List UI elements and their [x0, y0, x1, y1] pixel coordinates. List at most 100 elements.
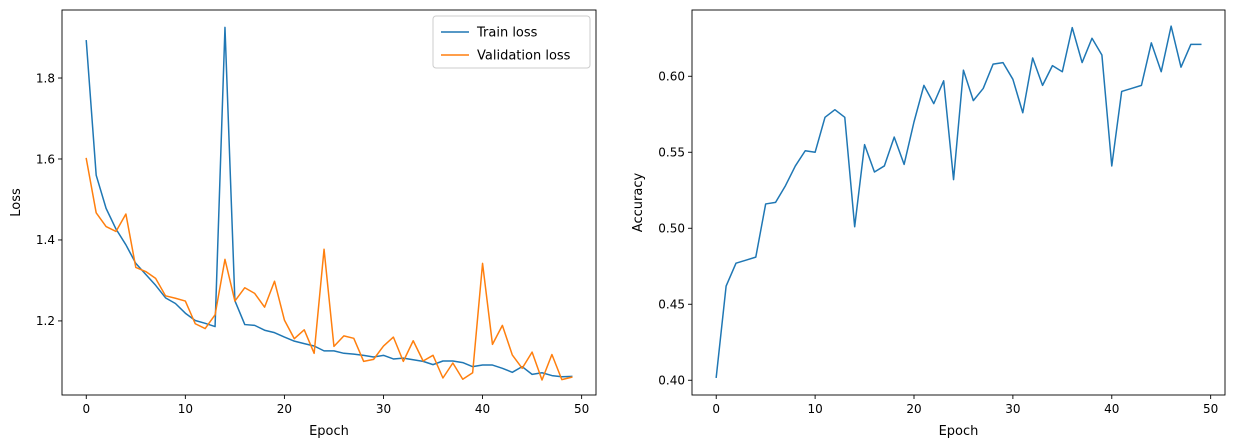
loss-data-point-1-18 — [263, 306, 265, 308]
loss-data-point-1-29 — [372, 358, 374, 360]
loss-data-point-1-21 — [293, 338, 295, 340]
accuracy-x-tick-label-0: 0 — [712, 402, 720, 416]
accuracy-data-point-0-30 — [1012, 78, 1014, 80]
accuracy-data-point-0-26 — [972, 99, 974, 101]
accuracy-chart: 0 10 20 30 40 50 0.40 0.45 0.50 0.55 0.60 Epoch Ac… — [631, 9, 1226, 439]
accuracy-data-point-0-22 — [933, 102, 935, 104]
accuracy-data-point-0-19 — [903, 163, 905, 165]
accuracy-data-point-0-14 — [853, 226, 855, 228]
loss-data-point-0-45 — [531, 373, 533, 375]
accuracy-data-point-0-10 — [814, 151, 816, 153]
loss-data-point-1-42 — [501, 324, 503, 326]
loss-data-point-0-42 — [501, 367, 503, 369]
loss-data-point-0-21 — [293, 340, 295, 342]
accuracy-y-tick-label-0: 0.40 — [658, 374, 685, 388]
loss-data-point-1-22 — [303, 329, 305, 331]
loss-axes-frame — [61, 9, 597, 396]
loss-data-point-1-20 — [283, 319, 285, 321]
accuracy-data-point-0-2 — [735, 262, 737, 264]
accuracy-data-point-0-5 — [764, 203, 766, 205]
legend-label-train-loss: Train loss — [476, 26, 538, 41]
accuracy-data-point-0-16 — [873, 171, 875, 173]
accuracy-series-line-0 — [715, 25, 1202, 379]
loss-data-point-1-16 — [244, 287, 246, 289]
loss-data-point-1-1 — [95, 212, 97, 214]
loss-data-point-1-38 — [462, 378, 464, 380]
loss-data-point-1-9 — [174, 297, 176, 299]
loss-data-point-0-17 — [254, 324, 256, 326]
accuracy-data-point-0-43 — [1140, 84, 1142, 86]
accuracy-data-point-0-9 — [804, 150, 806, 152]
accuracy-data-point-0-35 — [1061, 71, 1063, 73]
loss-data-point-1-19 — [273, 280, 275, 282]
loss-data-point-1-41 — [491, 343, 493, 345]
loss-data-point-0-0 — [85, 40, 87, 42]
accuracy-x-tick-label-3: 30 — [1005, 402, 1020, 416]
loss-data-point-1-10 — [184, 300, 186, 302]
accuracy-data-point-0-7 — [784, 185, 786, 187]
loss-plot-area: 0 10 20 30 40 50 1.2 1.4 1.6 1.8 — [36, 9, 597, 416]
loss-x-axis-label: Epoch — [309, 424, 349, 439]
accuracy-y-axis-label-group: Accuracy — [631, 173, 646, 233]
loss-data-point-1-39 — [471, 372, 473, 374]
loss-data-point-1-11 — [194, 323, 196, 325]
loss-data-point-1-17 — [254, 292, 256, 294]
loss-data-point-0-18 — [263, 329, 265, 331]
accuracy-data-point-0-15 — [863, 143, 865, 145]
accuracy-data-point-0-1 — [725, 285, 727, 287]
accuracy-data-point-0-40 — [1111, 165, 1113, 167]
accuracy-data-point-0-41 — [1120, 90, 1122, 92]
loss-data-point-1-43 — [511, 354, 513, 356]
accuracy-data-point-0-27 — [982, 87, 984, 89]
accuracy-data-point-0-17 — [883, 165, 885, 167]
loss-data-point-1-31 — [392, 336, 394, 338]
accuracy-x-axis-label: Epoch — [939, 424, 979, 439]
loss-data-point-1-13 — [214, 314, 216, 316]
accuracy-data-point-0-31 — [1022, 112, 1024, 114]
accuracy-plot-area: 0 10 20 30 40 50 0.40 0.45 0.50 0.55 0.60 — [658, 9, 1226, 416]
accuracy-y-axis-label: Accuracy — [631, 173, 646, 233]
loss-data-point-0-16 — [244, 323, 246, 325]
accuracy-data-point-0-20 — [913, 121, 915, 123]
loss-data-point-0-38 — [462, 361, 464, 363]
loss-data-point-1-6 — [145, 270, 147, 272]
loss-data-point-0-13 — [214, 325, 216, 327]
loss-series-line-0 — [85, 26, 573, 378]
accuracy-x-axis-label-group: Epoch — [939, 424, 979, 439]
loss-data-point-1-28 — [362, 360, 364, 362]
loss-data-point-1-0 — [85, 157, 87, 159]
loss-data-point-0-2 — [105, 207, 107, 209]
loss-data-point-1-32 — [402, 360, 404, 362]
accuracy-x-tick-label-2: 20 — [906, 402, 921, 416]
accuracy-data-point-0-42 — [1130, 87, 1132, 89]
loss-data-point-0-27 — [353, 353, 355, 355]
loss-data-point-0-22 — [303, 342, 305, 344]
loss-data-point-1-3 — [115, 230, 117, 232]
loss-x-tick-label-3: 30 — [376, 402, 391, 416]
loss-data-point-1-7 — [154, 277, 156, 279]
accuracy-data-point-0-44 — [1150, 42, 1152, 44]
accuracy-data-point-0-8 — [794, 165, 796, 167]
accuracy-data-point-0-0 — [715, 376, 717, 378]
loss-data-point-0-31 — [392, 358, 394, 360]
accuracy-data-point-0-37 — [1081, 61, 1083, 63]
loss-data-point-0-9 — [174, 302, 176, 304]
accuracy-data-point-0-18 — [893, 136, 895, 138]
accuracy-data-point-0-49 — [1200, 43, 1202, 45]
loss-x-tick-label-5: 50 — [574, 402, 589, 416]
accuracy-x-tick-label-5: 50 — [1203, 402, 1218, 416]
accuracy-data-point-0-12 — [834, 109, 836, 111]
loss-data-point-0-1 — [95, 174, 97, 176]
accuracy-data-point-0-38 — [1091, 37, 1093, 39]
loss-y-tick-label-1: 1.4 — [36, 233, 55, 247]
loss-data-point-0-4 — [125, 244, 127, 246]
loss-y-tick-label-2: 1.6 — [36, 152, 55, 166]
loss-data-point-1-8 — [164, 295, 166, 297]
loss-data-point-1-44 — [521, 367, 523, 369]
loss-data-point-0-14 — [224, 26, 226, 28]
loss-data-point-1-23 — [313, 352, 315, 354]
legend-box — [432, 15, 591, 69]
loss-data-point-0-35 — [432, 363, 434, 365]
loss-data-point-1-37 — [452, 362, 454, 364]
